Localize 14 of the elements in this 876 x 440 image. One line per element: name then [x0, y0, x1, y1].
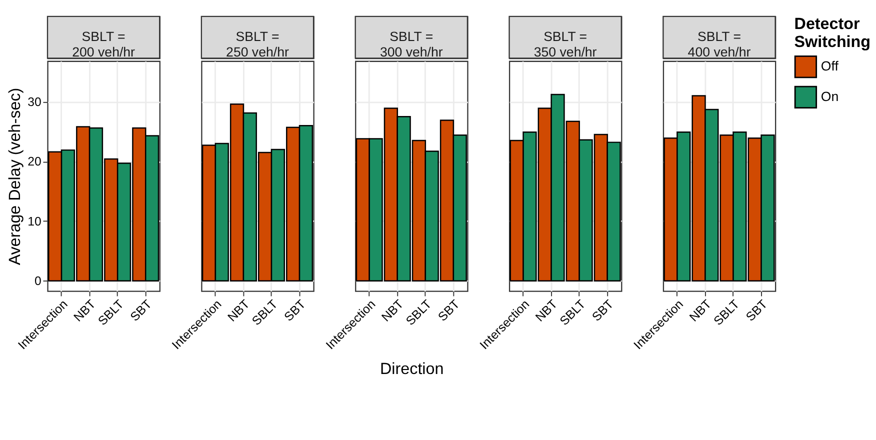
y-tick-label: 0: [34, 274, 42, 288]
legend-label: Off: [820, 58, 839, 74]
y-axis-title: Average Delay (veh-sec): [6, 88, 24, 266]
y-tick-label: 30: [28, 94, 42, 109]
legend-title: Detector Switching: [794, 14, 871, 51]
y-tick-label: 20: [28, 154, 42, 169]
chart-title: SBLT = 300 veh/hr: [380, 29, 444, 60]
y-tick-label: 10: [28, 214, 42, 228]
chart-title: SBLT = 350 veh/hr: [534, 29, 598, 60]
chart-title: SBLT = 200 veh/hr: [72, 29, 136, 60]
chart-title: SBLT = 250 veh/hr: [226, 29, 290, 60]
legend-label: On: [820, 88, 839, 104]
x-axis-title: Direction: [380, 360, 444, 378]
chart-title: SBLT = 400 veh/hr: [688, 29, 752, 60]
